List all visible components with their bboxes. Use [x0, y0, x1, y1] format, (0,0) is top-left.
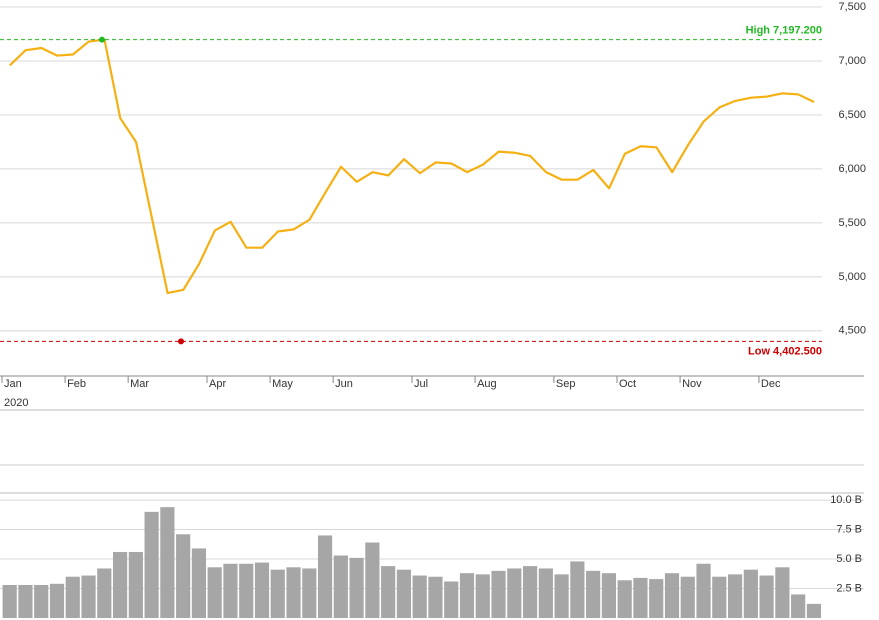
- volume-bar: [349, 557, 364, 618]
- volume-bar: [81, 575, 96, 618]
- volume-bar: [727, 574, 743, 618]
- volume-bar: [475, 574, 490, 618]
- volume-bar: [743, 569, 758, 618]
- x-tick-label: Nov: [682, 378, 702, 390]
- volume-bar: [680, 576, 695, 618]
- x-tick-label: May: [272, 378, 293, 390]
- y-tick-label: 7.5 B: [836, 523, 862, 535]
- y-tick-label: 6,500: [838, 109, 866, 121]
- y-tick-label: 5,500: [838, 217, 866, 229]
- volume-bar: [633, 577, 648, 618]
- x-tick-label: Jun: [335, 378, 353, 390]
- volume-bar: [65, 576, 80, 618]
- volume-bar: [270, 569, 285, 618]
- x-tick-label: Oct: [619, 378, 636, 390]
- volume-bar: [396, 569, 411, 618]
- volume-bar: [49, 583, 65, 618]
- y-tick-label: 6,000: [838, 163, 866, 175]
- volume-bar: [586, 570, 601, 618]
- volume-bar: [191, 548, 206, 618]
- volume-bar: [286, 567, 301, 618]
- volume-bar: [239, 563, 254, 618]
- volume-bar: [649, 579, 664, 618]
- volume-bar: [806, 603, 821, 618]
- year-label: 2020: [4, 397, 28, 409]
- volume-bar: [696, 563, 711, 618]
- x-tick-label: Apr: [209, 378, 226, 390]
- volume-bar: [554, 574, 569, 618]
- y-tick-label: 4,500: [838, 325, 866, 337]
- volume-bar: [381, 566, 396, 618]
- volume-bar: [775, 567, 790, 618]
- volume-bar: [459, 573, 475, 618]
- volume-bar: [144, 511, 159, 618]
- high-dot: [99, 36, 105, 43]
- y-tick-label: 7,500: [838, 1, 866, 13]
- y-tick-label: 5.0 B: [836, 553, 862, 565]
- volume-bar: [333, 555, 348, 618]
- volume-bar: [365, 542, 380, 618]
- volume-bar: [601, 573, 616, 618]
- low-dot: [178, 338, 184, 345]
- x-tick-label: Dec: [761, 378, 781, 390]
- volume-bar: [2, 584, 17, 618]
- volume-bar: [317, 535, 333, 618]
- volume-bar: [791, 594, 806, 618]
- volume-bar: [302, 568, 317, 618]
- volume-bar: [428, 576, 443, 618]
- y-tick-label: 7,000: [838, 55, 866, 67]
- x-tick-label: Feb: [67, 378, 86, 390]
- x-tick-label: Aug: [477, 378, 497, 390]
- x-tick-label: Sep: [556, 378, 576, 390]
- volume-bar: [254, 562, 270, 618]
- low-label: Low 4,402.500: [748, 345, 822, 357]
- volume-bar: [617, 580, 632, 618]
- volume-bar: [712, 576, 727, 618]
- volume-bar: [34, 584, 49, 618]
- volume-bar: [18, 584, 33, 618]
- volume-bar: [664, 573, 680, 618]
- volume-bar: [491, 570, 506, 618]
- volume-bar: [507, 568, 522, 618]
- volume-bar: [412, 575, 427, 618]
- x-tick-label: Jan: [4, 378, 22, 390]
- volume-bar: [522, 566, 538, 618]
- volume-bar: [176, 534, 191, 618]
- x-tick-label: Jul: [414, 378, 428, 390]
- volume-bar: [570, 561, 585, 618]
- high-label: High 7,197.200: [746, 25, 822, 37]
- volume-bar: [112, 551, 128, 618]
- volume-bar: [223, 563, 238, 618]
- volume-bar: [160, 507, 175, 618]
- y-tick-label: 2.5 B: [836, 582, 862, 594]
- price-line: [9, 38, 815, 295]
- y-tick-label: 10.0 B: [830, 494, 862, 506]
- volume-bar: [128, 551, 143, 618]
- x-tick-label: Mar: [130, 378, 149, 390]
- y-tick-label: 5,000: [838, 271, 866, 283]
- volume-bar: [444, 581, 459, 618]
- volume-bar: [97, 568, 112, 618]
- volume-bar: [207, 567, 222, 618]
- volume-bar: [759, 575, 774, 618]
- volume-bar: [538, 568, 553, 618]
